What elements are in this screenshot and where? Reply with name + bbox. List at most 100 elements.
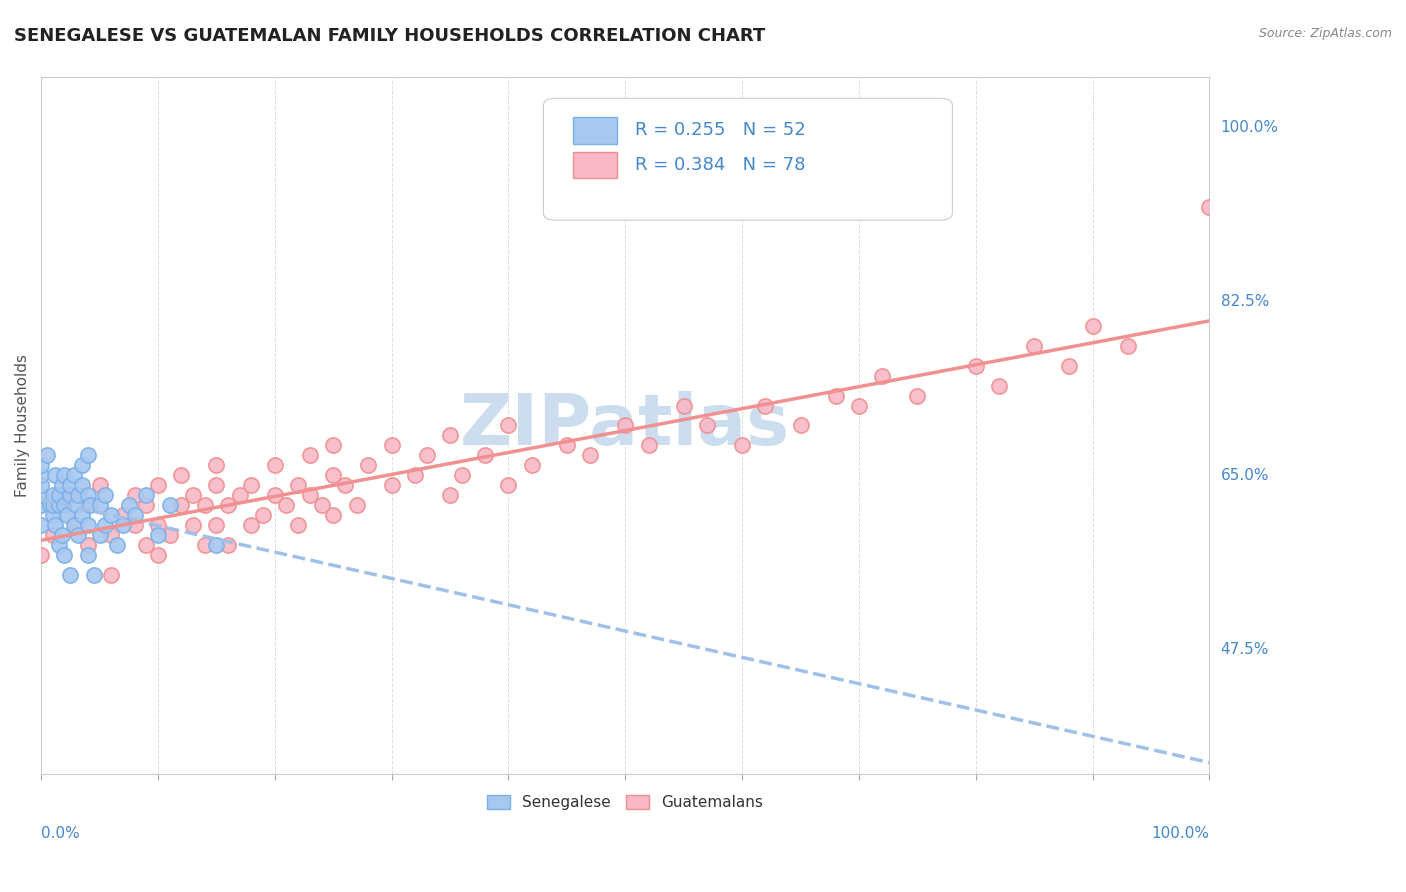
Point (194, 498, 217, 512)
Point (555, 438, 578, 452)
Point (30, 548, 52, 562)
Point (322, 468, 344, 483)
Point (298, 488, 321, 502)
Point (135, 538, 157, 552)
Text: R = 0.384   N = 78: R = 0.384 N = 78 (634, 156, 806, 174)
Point (240, 478, 263, 492)
Point (100, 567, 122, 582)
Point (42, 528, 65, 542)
Point (42, 508, 65, 522)
Point (205, 458, 228, 473)
Point (415, 448, 437, 462)
Point (346, 498, 368, 512)
Text: 100.0%: 100.0% (1220, 120, 1278, 135)
Point (48, 538, 70, 552)
Point (228, 488, 250, 502)
Bar (572, 117, 617, 144)
Point (263, 488, 285, 502)
Point (311, 498, 333, 512)
Point (614, 418, 637, 433)
Point (111, 508, 134, 522)
Point (988, 378, 1011, 392)
Point (35, 448, 58, 462)
Text: 47.5%: 47.5% (1220, 641, 1268, 657)
Point (89, 528, 111, 542)
Point (105, 538, 128, 552)
Point (56, 508, 79, 522)
Point (1116, 339, 1139, 353)
Point (76, 448, 98, 462)
Point (59, 478, 82, 492)
Point (59, 488, 82, 502)
Point (89, 498, 111, 512)
Point (146, 478, 169, 492)
Point (263, 458, 285, 473)
Point (30, 468, 52, 483)
Text: Source: ZipAtlas.com: Source: ZipAtlas.com (1258, 27, 1392, 40)
Text: 65.0%: 65.0% (1220, 467, 1270, 483)
Point (76, 548, 98, 562)
Point (439, 488, 461, 502)
FancyBboxPatch shape (544, 98, 952, 220)
Point (181, 517, 204, 532)
Point (333, 478, 356, 492)
Point (100, 528, 122, 542)
Point (76, 488, 98, 502)
Y-axis label: Family Households: Family Households (15, 354, 30, 497)
Point (322, 438, 344, 452)
Point (135, 498, 157, 512)
Point (159, 498, 181, 512)
Point (287, 478, 309, 492)
Point (48, 488, 70, 502)
Point (146, 528, 169, 542)
Point (42, 498, 65, 512)
Point (520, 458, 543, 473)
Point (205, 478, 228, 492)
Point (159, 528, 181, 542)
Point (217, 538, 239, 552)
Text: R = 0.255   N = 52: R = 0.255 N = 52 (634, 121, 806, 139)
Point (848, 399, 870, 413)
Point (146, 517, 169, 532)
Point (754, 399, 776, 413)
Point (44, 517, 66, 532)
Point (298, 448, 321, 462)
Point (70, 458, 93, 473)
Text: 82.5%: 82.5% (1220, 293, 1268, 309)
Point (42, 488, 65, 502)
Point (83, 567, 105, 582)
Point (205, 538, 228, 552)
Bar (572, 152, 617, 178)
Point (63, 517, 86, 532)
Point (240, 517, 263, 532)
Point (70, 508, 93, 522)
Point (67, 528, 90, 542)
Point (1024, 339, 1046, 353)
Point (30, 458, 52, 473)
Point (65, 517, 87, 532)
Text: SENEGALESE VS GUATEMALAN FAMILY HOUSEHOLDS CORRELATION CHART: SENEGALESE VS GUATEMALAN FAMILY HOUSEHOL… (14, 27, 765, 45)
Point (637, 438, 659, 452)
Text: ZIPatlas: ZIPatlas (460, 391, 790, 460)
Point (124, 488, 146, 502)
Point (51, 478, 73, 492)
Point (76, 517, 98, 532)
Point (205, 517, 228, 532)
Point (194, 538, 217, 552)
Point (905, 389, 928, 403)
Point (498, 478, 520, 492)
Point (170, 498, 193, 512)
Point (439, 428, 461, 442)
Point (111, 517, 134, 532)
Point (124, 508, 146, 522)
Point (1081, 319, 1104, 334)
Point (287, 517, 309, 532)
Point (53, 548, 76, 562)
Point (48, 498, 70, 512)
Point (30, 478, 52, 492)
Point (824, 389, 846, 403)
Point (170, 468, 193, 483)
Point (94, 517, 117, 532)
Point (79, 498, 101, 512)
Point (100, 508, 122, 522)
